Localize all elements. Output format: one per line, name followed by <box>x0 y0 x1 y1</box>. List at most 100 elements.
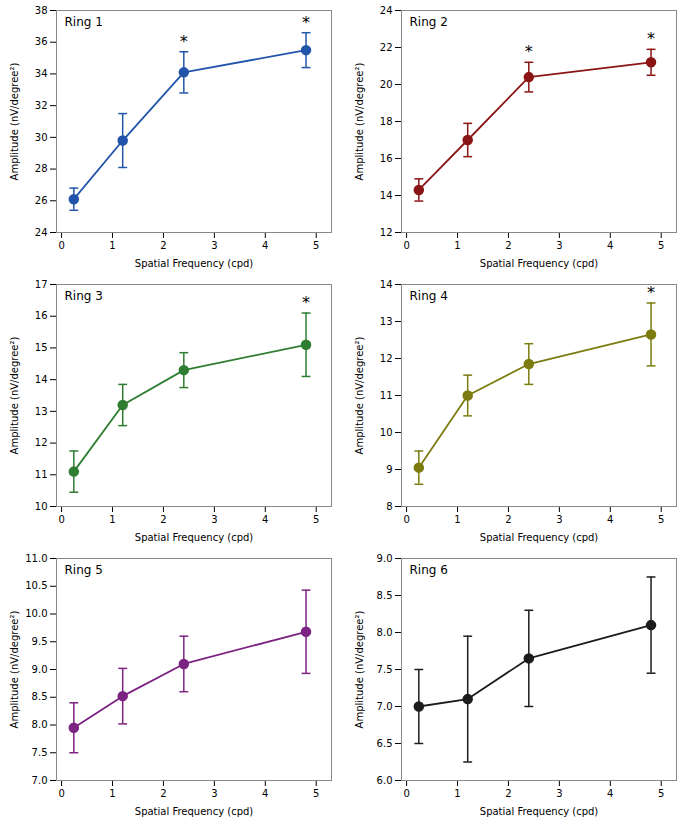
svg-text:8.5: 8.5 <box>32 691 48 702</box>
svg-text:5: 5 <box>313 788 319 799</box>
svg-text:12: 12 <box>380 227 393 238</box>
svg-text:0: 0 <box>58 788 64 799</box>
svg-text:8.0: 8.0 <box>32 719 48 730</box>
svg-text:4: 4 <box>607 514 613 525</box>
svg-text:3: 3 <box>211 240 217 251</box>
svg-text:0: 0 <box>403 788 409 799</box>
svg-text:11: 11 <box>380 390 393 401</box>
svg-text:9.5: 9.5 <box>32 636 48 647</box>
svg-text:26: 26 <box>35 195 48 206</box>
svg-text:24: 24 <box>35 227 48 238</box>
svg-text:0: 0 <box>403 514 409 525</box>
svg-text:Amplitude (nV/degree²): Amplitude (nV/degree²) <box>9 336 20 454</box>
svg-text:3: 3 <box>556 788 562 799</box>
svg-text:Ring 3: Ring 3 <box>65 289 103 303</box>
svg-text:2: 2 <box>160 240 166 251</box>
svg-text:4: 4 <box>607 788 613 799</box>
svg-text:18: 18 <box>380 116 393 127</box>
svg-text:14: 14 <box>380 190 393 201</box>
svg-text:2: 2 <box>160 514 166 525</box>
svg-text:2: 2 <box>505 788 511 799</box>
svg-text:10.5: 10.5 <box>25 580 47 591</box>
svg-text:Ring 6: Ring 6 <box>410 563 448 577</box>
svg-text:13: 13 <box>380 316 393 327</box>
svg-text:7.0: 7.0 <box>377 701 393 712</box>
svg-text:9: 9 <box>386 464 392 475</box>
svg-text:16: 16 <box>35 310 48 321</box>
svg-text:24: 24 <box>380 5 393 16</box>
svg-text:5: 5 <box>313 514 319 525</box>
svg-text:1: 1 <box>109 788 115 799</box>
svg-text:Amplitude (nV/degree²): Amplitude (nV/degree²) <box>9 610 20 728</box>
svg-text:4: 4 <box>262 514 268 525</box>
svg-text:3: 3 <box>211 788 217 799</box>
svg-text:30: 30 <box>35 132 48 143</box>
svg-text:5: 5 <box>658 788 664 799</box>
svg-text:15: 15 <box>35 342 48 353</box>
svg-text:4: 4 <box>262 240 268 251</box>
svg-text:10: 10 <box>380 427 393 438</box>
svg-text:34: 34 <box>35 68 48 79</box>
svg-text:Amplitude (nV/degree²): Amplitude (nV/degree²) <box>9 62 20 180</box>
svg-text:Amplitude (nV/degree²): Amplitude (nV/degree²) <box>354 610 365 728</box>
svg-text:*: * <box>302 13 310 32</box>
svg-text:2: 2 <box>505 514 511 525</box>
svg-text:5: 5 <box>658 514 664 525</box>
svg-text:*: * <box>180 32 188 51</box>
svg-text:7.5: 7.5 <box>32 747 48 758</box>
svg-text:4: 4 <box>607 240 613 251</box>
svg-text:Spatial Frequency (cpd): Spatial Frequency (cpd) <box>135 532 254 543</box>
svg-text:Spatial Frequency (cpd): Spatial Frequency (cpd) <box>135 258 254 269</box>
svg-text:36: 36 <box>35 36 48 47</box>
svg-text:0: 0 <box>58 514 64 525</box>
svg-text:Ring 5: Ring 5 <box>65 563 103 577</box>
svg-text:10: 10 <box>35 501 48 512</box>
svg-text:0: 0 <box>403 240 409 251</box>
svg-text:Ring 1: Ring 1 <box>65 15 103 29</box>
svg-text:3: 3 <box>556 240 562 251</box>
svg-text:17: 17 <box>35 279 48 290</box>
svg-text:Spatial Frequency (cpd): Spatial Frequency (cpd) <box>480 532 599 543</box>
svg-text:7.5: 7.5 <box>377 664 393 675</box>
svg-text:Amplitude (nV/degree²): Amplitude (nV/degree²) <box>354 62 365 180</box>
svg-text:*: * <box>647 283 655 302</box>
svg-text:4: 4 <box>262 788 268 799</box>
svg-text:8.5: 8.5 <box>377 590 393 601</box>
svg-text:38: 38 <box>35 5 48 16</box>
svg-text:2: 2 <box>160 788 166 799</box>
svg-text:*: * <box>525 42 533 61</box>
svg-text:1: 1 <box>454 788 460 799</box>
svg-text:14: 14 <box>380 279 393 290</box>
svg-text:*: * <box>302 293 310 312</box>
svg-text:1: 1 <box>454 240 460 251</box>
svg-text:Ring 4: Ring 4 <box>410 289 448 303</box>
svg-text:Spatial Frequency (cpd): Spatial Frequency (cpd) <box>480 806 599 817</box>
svg-text:20: 20 <box>380 79 393 90</box>
svg-text:5: 5 <box>313 240 319 251</box>
svg-text:0: 0 <box>58 240 64 251</box>
svg-text:1: 1 <box>109 240 115 251</box>
svg-text:6.5: 6.5 <box>377 738 393 749</box>
svg-text:Spatial Frequency (cpd): Spatial Frequency (cpd) <box>480 258 599 269</box>
svg-text:11.0: 11.0 <box>25 553 47 564</box>
svg-text:14: 14 <box>35 374 48 385</box>
svg-text:13: 13 <box>35 406 48 417</box>
svg-text:*: * <box>647 29 655 48</box>
svg-text:2: 2 <box>505 240 511 251</box>
svg-text:12: 12 <box>35 437 48 448</box>
svg-text:Spatial Frequency (cpd): Spatial Frequency (cpd) <box>135 806 254 817</box>
svg-text:12: 12 <box>380 353 393 364</box>
svg-text:28: 28 <box>35 163 48 174</box>
svg-text:3: 3 <box>211 514 217 525</box>
svg-text:8.0: 8.0 <box>377 627 393 638</box>
svg-text:Amplitude (nV/degree²): Amplitude (nV/degree²) <box>354 336 365 454</box>
svg-text:11: 11 <box>35 469 48 480</box>
svg-text:1: 1 <box>109 514 115 525</box>
svg-text:16: 16 <box>380 153 393 164</box>
svg-text:6.0: 6.0 <box>377 775 393 786</box>
svg-text:3: 3 <box>556 514 562 525</box>
svg-text:Ring 2: Ring 2 <box>410 15 448 29</box>
svg-text:22: 22 <box>380 42 393 53</box>
svg-text:9.0: 9.0 <box>377 553 393 564</box>
svg-text:1: 1 <box>454 514 460 525</box>
